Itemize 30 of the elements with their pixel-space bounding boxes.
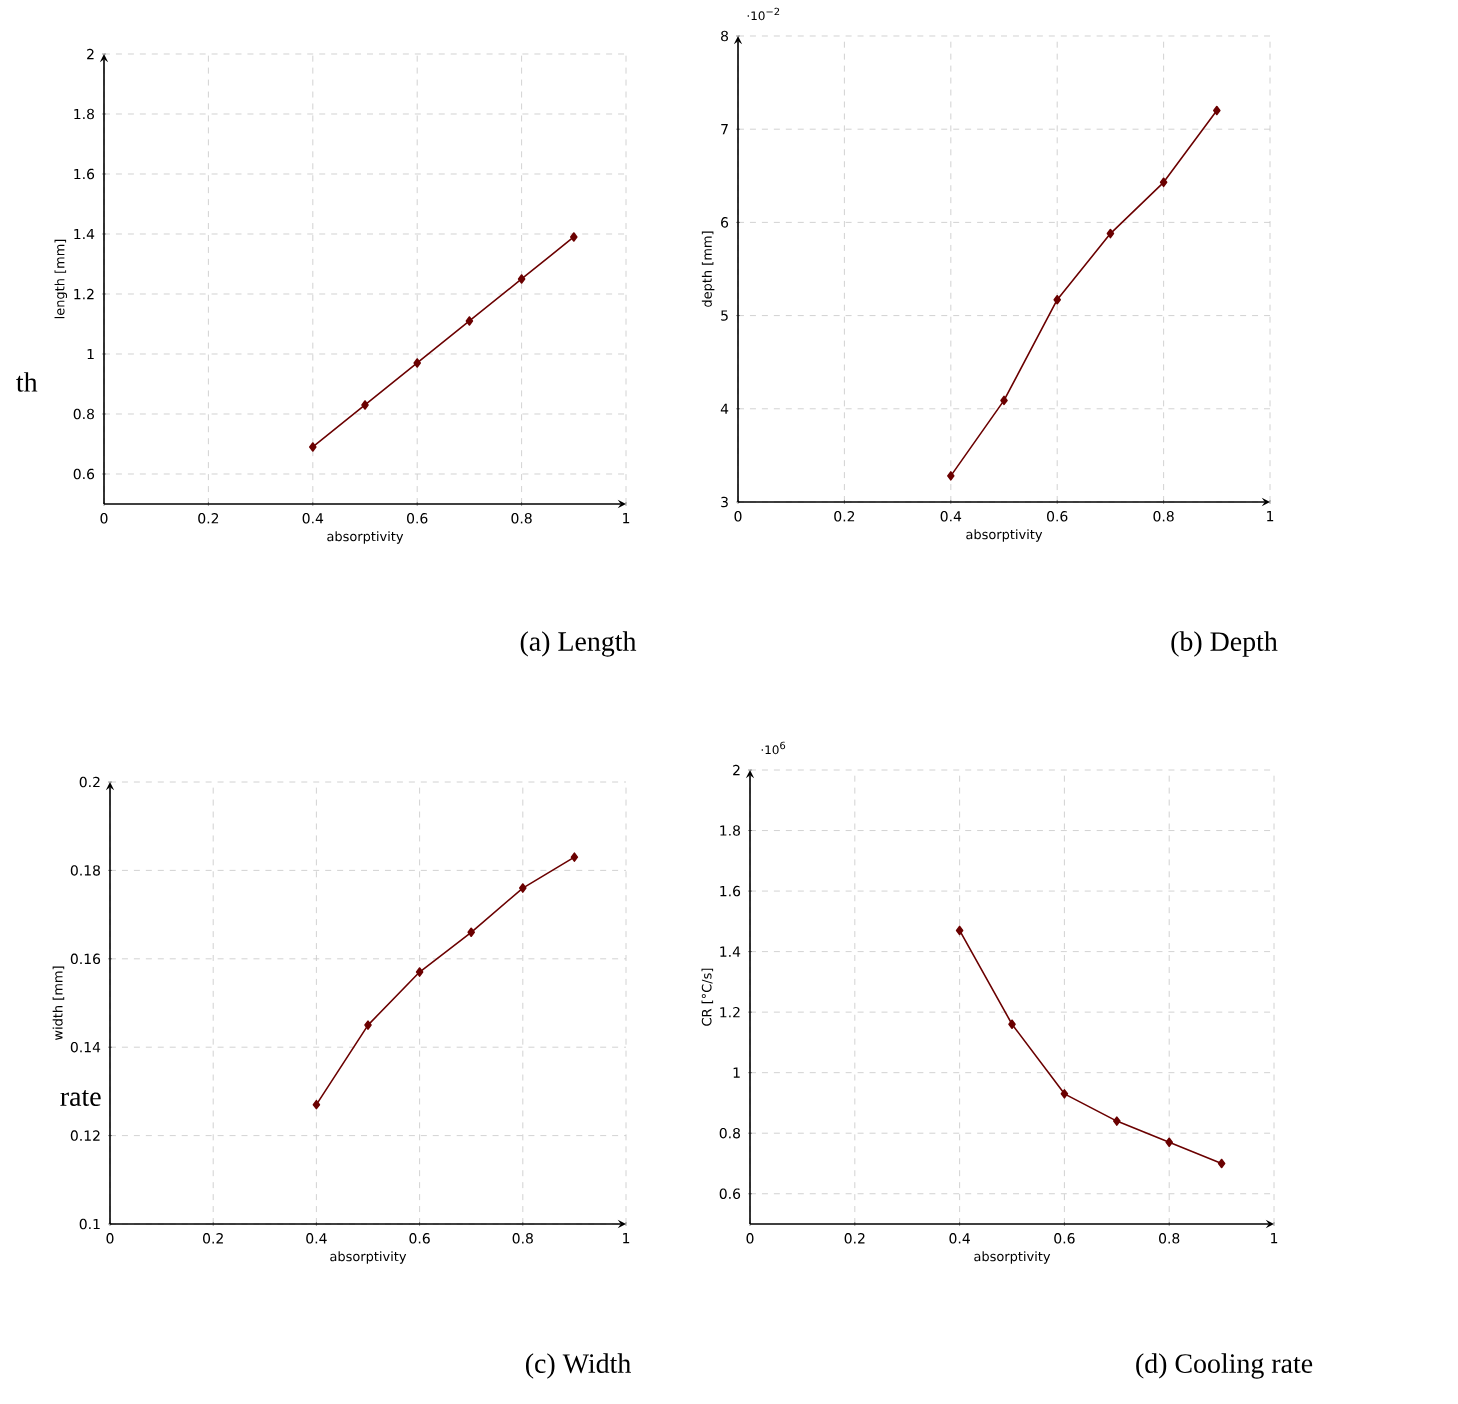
point — [1060, 1089, 1069, 1099]
point — [309, 442, 317, 452]
point — [947, 471, 955, 481]
point — [413, 358, 421, 368]
point — [364, 1020, 372, 1030]
point — [1113, 1116, 1121, 1126]
point — [1217, 1158, 1226, 1169]
text: (b) Depth — [1171, 631, 1278, 657]
point — [570, 232, 578, 242]
point — [570, 852, 579, 862]
text: (a) Length — [520, 631, 637, 657]
point — [517, 274, 526, 284]
point — [955, 925, 964, 936]
point — [1008, 1019, 1016, 1030]
text: (c) Width — [525, 1353, 631, 1379]
point — [312, 1099, 321, 1110]
point — [465, 316, 474, 326]
point — [1165, 1137, 1173, 1148]
point — [467, 927, 475, 938]
point — [1213, 105, 1221, 116]
text: rate — [60, 1089, 101, 1106]
text: (d) Cooling rate — [1136, 1353, 1313, 1379]
point — [415, 967, 424, 977]
point — [1159, 177, 1168, 188]
point — [1106, 228, 1115, 239]
text: th — [16, 372, 38, 392]
point — [1000, 395, 1008, 406]
point — [1053, 294, 1061, 305]
point — [361, 400, 369, 410]
point — [519, 883, 527, 893]
